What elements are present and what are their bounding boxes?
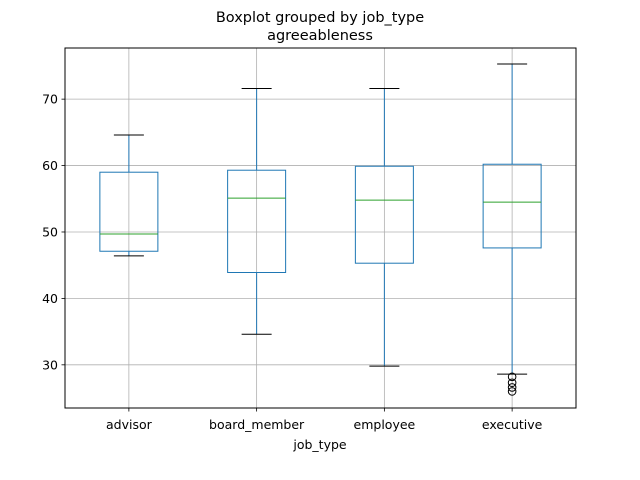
box-board_member: [227, 88, 287, 335]
gridlines: [65, 48, 576, 408]
box-advisor: [99, 134, 159, 257]
box-employee: [354, 88, 414, 367]
x-tick-label: advisor: [106, 417, 153, 432]
x-tick-label: board_member: [209, 417, 305, 432]
outlier-point: [507, 383, 517, 392]
chart-title: agreeableness: [267, 28, 373, 44]
iqr-box: [482, 163, 542, 249]
box-executive: [482, 63, 542, 396]
x-axis-label: job_type: [292, 437, 347, 452]
y-tick-label: 40: [42, 291, 58, 306]
y-tick-label: 60: [42, 158, 58, 173]
y-axis: 30 40 50 60 70: [42, 92, 65, 372]
y-tick-label: 30: [42, 357, 58, 372]
iqr-box: [354, 165, 414, 264]
y-tick-label: 70: [42, 92, 58, 107]
outlier-point: [507, 372, 517, 382]
y-tick-label: 50: [42, 224, 58, 239]
x-axis: advisor board_member employee executive: [106, 408, 543, 432]
plot-frame: [64, 47, 577, 409]
outlier-point: [507, 387, 517, 396]
outlier-point: [507, 378, 517, 388]
iqr-box: [99, 171, 159, 252]
chart-suptitle: Boxplot grouped by job_type: [216, 10, 424, 26]
iqr-box: [227, 169, 287, 274]
x-tick-label: employee: [354, 417, 416, 432]
box-series: [99, 63, 542, 396]
x-tick-label: executive: [482, 417, 543, 432]
